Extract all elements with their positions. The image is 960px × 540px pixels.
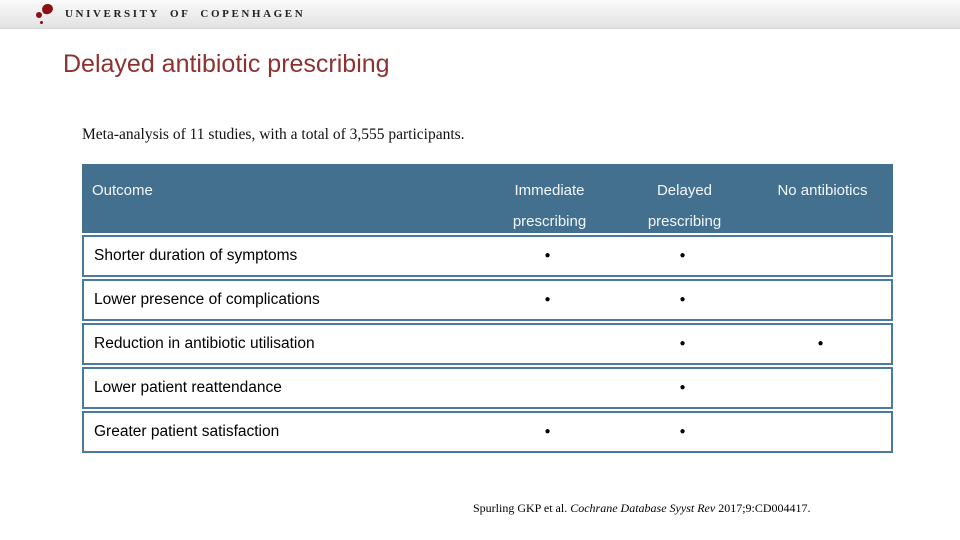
table-row: Lower patient reattendance ● [82, 367, 893, 409]
citation-journal: Cochrane Database Syyst Rev [570, 501, 719, 515]
table-row: Lower presence of complications ● ● [82, 279, 893, 321]
seal-blob-large [40, 2, 55, 16]
row-outcome-label: Lower presence of complications [94, 291, 320, 308]
cell-no-antibiotics-bullet: ● [817, 338, 824, 349]
cell-immediate-bullet: ● [544, 426, 551, 437]
column-header-delayed-line2: prescribing [647, 213, 722, 230]
column-header-delayed: Delayed prescribing [617, 164, 752, 233]
column-header-outcome: Outcome [92, 182, 153, 199]
seal-blob-dot [40, 21, 43, 24]
row-outcome-label: Reduction in antibiotic utilisation [94, 335, 315, 352]
ucph-seal-icon [36, 2, 55, 26]
citation: Spurling GKP et al. Cochrane Database Sy… [473, 501, 811, 516]
column-header-immediate-line1: Immediate [514, 182, 585, 199]
citation-authors: Spurling GKP et al. [473, 501, 571, 515]
column-header-immediate: Immediate prescribing [482, 164, 617, 233]
cell-immediate-bullet: ● [544, 294, 551, 305]
column-header-delayed-line1: Delayed [656, 182, 713, 199]
column-header-immediate-line2: prescribing [512, 213, 587, 230]
cell-delayed-bullet: ● [679, 250, 686, 261]
column-header-no-antibiotics: No antibiotics [777, 182, 868, 199]
outcomes-table: Outcome Immediate prescribing Delayed pr… [82, 164, 893, 453]
citation-reference: 2017;9:CD004417. [718, 501, 811, 515]
cell-immediate-bullet: ● [544, 250, 551, 261]
cell-delayed-bullet: ● [679, 338, 686, 349]
table-row: Shorter duration of symptoms ● ● [82, 235, 893, 277]
university-name: UNIVERSITY OF COPENHAGEN [65, 8, 306, 20]
row-outcome-label: Lower patient reattendance [94, 379, 282, 396]
table-row: Reduction in antibiotic utilisation ● ● [82, 323, 893, 365]
university-header-bar: UNIVERSITY OF COPENHAGEN [0, 0, 960, 29]
cell-delayed-bullet: ● [679, 382, 686, 393]
cell-delayed-bullet: ● [679, 426, 686, 437]
row-outcome-label: Greater patient satisfaction [94, 423, 280, 440]
slide-title: Delayed antibiotic prescribing [63, 50, 390, 78]
table-header-row: Outcome Immediate prescribing Delayed pr… [82, 164, 893, 233]
seal-blob-small [36, 12, 42, 18]
slide-subtitle: Meta-analysis of 11 studies, with a tota… [82, 126, 465, 143]
row-outcome-label: Shorter duration of symptoms [94, 247, 298, 264]
table-row: Greater patient satisfaction ● ● [82, 411, 893, 453]
cell-delayed-bullet: ● [679, 294, 686, 305]
